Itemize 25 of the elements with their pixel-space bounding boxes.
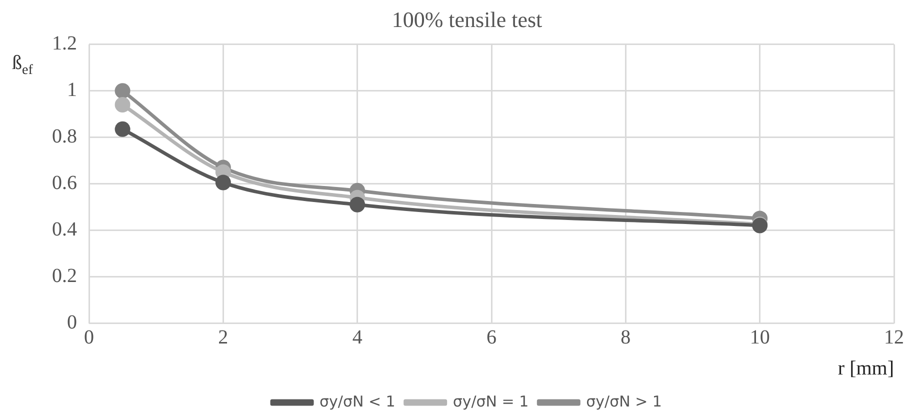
y-tick-label: 0.4	[52, 218, 77, 240]
point	[215, 174, 231, 190]
x-tick-label: 6	[486, 326, 496, 348]
point	[114, 97, 130, 113]
x-tick-label: 2	[218, 326, 228, 348]
x-tick-label: 4	[352, 326, 362, 348]
x-tick-label: 12	[884, 326, 904, 348]
x-tick-label: 8	[620, 326, 631, 348]
x-tick-label: 0	[84, 326, 94, 348]
y-tick-label: 1	[67, 79, 77, 102]
point	[114, 121, 130, 137]
y-tick-label: 0	[67, 311, 77, 334]
point	[114, 83, 130, 99]
y-axis-title: ß$_{ef}$	[12, 52, 33, 79]
x-tick-label: 10	[750, 326, 770, 348]
legend-label: σy/σN = 1	[452, 392, 529, 410]
legend-label: σy/σN > 1	[586, 392, 662, 410]
y-tick-label: 0.6	[52, 172, 77, 194]
y-tick-label: 1.2	[52, 32, 77, 55]
point	[350, 196, 366, 212]
y-tick-label: 0.2	[52, 264, 77, 287]
x-axis-title: r [mm]	[838, 357, 894, 380]
chart-title: 100% tensile test	[392, 6, 542, 32]
y-tick-label: 0.8	[52, 126, 77, 148]
legend-label: σy/σN < 1	[320, 392, 396, 410]
